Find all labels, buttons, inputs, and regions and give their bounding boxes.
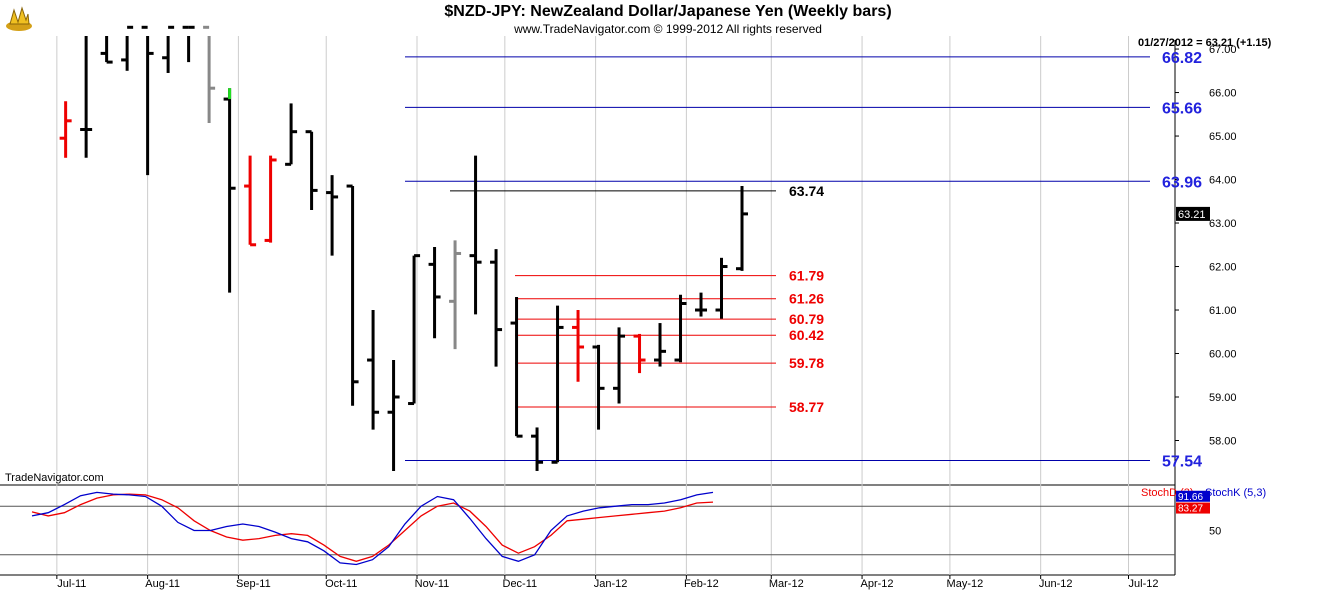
level-label: 61.79: [789, 268, 824, 284]
y-tick-label: 60.00: [1209, 349, 1237, 361]
ohlc-bar: [551, 305, 564, 464]
x-tick-label: Jul-12: [1129, 578, 1159, 590]
chart-title: $NZD-JPY: NewZealand Dollar/Japanese Yen…: [444, 3, 892, 20]
level-label: 57.54: [1162, 454, 1202, 471]
x-tick-label: Jul-11: [57, 578, 86, 590]
stochastic-panel: [0, 491, 1175, 566]
ohlc-bar: [367, 310, 380, 430]
x-tick-label: Dec-11: [503, 578, 538, 590]
y-tick-label: 61.00: [1209, 305, 1237, 317]
watermark-label: TradeNavigator.com: [5, 472, 104, 484]
ohlc-bar: [264, 155, 277, 243]
ohlc-bar: [674, 294, 687, 363]
ohlc-bar: [121, 25, 134, 71]
ohlc-bar: [203, 25, 216, 123]
x-tick-label: Apr-12: [861, 578, 894, 590]
ohlc-bar: [80, 36, 93, 158]
y-tick-label: 59.00: [1209, 392, 1237, 404]
stoch-line: [31, 493, 714, 562]
ohlc-bar: [633, 333, 646, 374]
ohlc-bar: [592, 344, 605, 430]
ohlc-bar: [715, 257, 728, 319]
ohlc-bar: [408, 254, 421, 406]
last-price-box: [1176, 206, 1210, 221]
x-tick-label: May-12: [947, 578, 984, 590]
ohlc-bar: [654, 323, 667, 367]
level-label: 63.96: [1162, 174, 1202, 191]
level-label: 66.82: [1162, 50, 1202, 67]
x-tick-label: Oct-11: [325, 578, 357, 590]
ohlc-bar: [572, 310, 585, 382]
x-tick-label: Aug-11: [145, 578, 180, 590]
ohlc-bar: [182, 25, 195, 63]
y-tick-label: 64.00: [1209, 175, 1237, 187]
y-tick-label: 67.00: [1209, 44, 1237, 56]
stoch-d-value-box: [1176, 502, 1210, 514]
x-tick-label: Nov-11: [415, 578, 450, 590]
chart-labels: 01/27/2012 = 63.21 (+1.15) TradeNavigato…: [5, 37, 1272, 590]
last-price-label: 63.21: [1178, 209, 1206, 221]
ohlc-bar: [305, 130, 318, 210]
stoch-k-legend: StochK (5,3): [1205, 487, 1266, 499]
ohlc-bar: [387, 360, 400, 471]
level-label: 60.79: [789, 311, 824, 327]
ohlc-bar: [100, 36, 113, 64]
stoch-k-value-box: [1176, 490, 1210, 502]
ohlc-bar: [285, 103, 298, 166]
trade-navigator-logo: [6, 6, 32, 31]
ohlc-bar: [346, 184, 359, 406]
y-tick-label: 62.00: [1209, 262, 1237, 274]
y-tick-label: 58.00: [1209, 436, 1237, 448]
ohlc-bar: [326, 175, 339, 256]
stoch-y-tick-label: 50: [1209, 526, 1221, 538]
stoch-k-value: 91.66: [1178, 492, 1203, 503]
level-label: 61.26: [789, 291, 824, 307]
chart-frame: [0, 40, 1179, 579]
y-tick-label: 66.00: [1209, 88, 1237, 100]
copyright-text: www.TradeNavigator.com © 1999-2012 All r…: [514, 22, 822, 36]
ohlc-bar: [244, 155, 257, 247]
ohlc-bar: [59, 101, 72, 158]
stoch-d-value: 83.27: [1178, 504, 1203, 515]
y-tick-label: 65.00: [1209, 131, 1237, 143]
y-tick-label: 63.00: [1209, 218, 1237, 230]
level-label: 60.42: [789, 327, 824, 343]
x-tick-label: Jan-12: [594, 578, 628, 590]
level-label: 59.78: [789, 355, 824, 371]
ohlc-bar: [695, 292, 708, 317]
ohlc-bar: [510, 296, 523, 438]
ohlc-bar: [531, 427, 544, 471]
ohlc-bar: [490, 249, 503, 367]
x-tick-label: Feb-12: [684, 578, 719, 590]
level-label: 58.77: [789, 399, 824, 415]
ohlc-bar: [141, 25, 154, 176]
ohlc-bar: [613, 327, 626, 404]
price-panel: [56, 25, 1150, 575]
level-label: 63.74: [789, 183, 824, 199]
ohlc-bar: [736, 186, 749, 271]
ohlc-bar: [162, 25, 175, 73]
stoch-line: [31, 491, 714, 566]
ohlc-bar: [449, 240, 462, 350]
level-label: 65.66: [1162, 100, 1202, 117]
ohlc-bar: [223, 88, 236, 293]
last-quote-label: 01/27/2012 = 63.21 (+1.15): [1138, 37, 1272, 49]
x-tick-label: Mar-12: [769, 578, 804, 590]
ohlc-bar: [469, 155, 482, 315]
x-tick-label: Sep-11: [236, 578, 271, 590]
ohlc-bar: [428, 246, 441, 339]
x-tick-label: Jun-12: [1039, 578, 1073, 590]
